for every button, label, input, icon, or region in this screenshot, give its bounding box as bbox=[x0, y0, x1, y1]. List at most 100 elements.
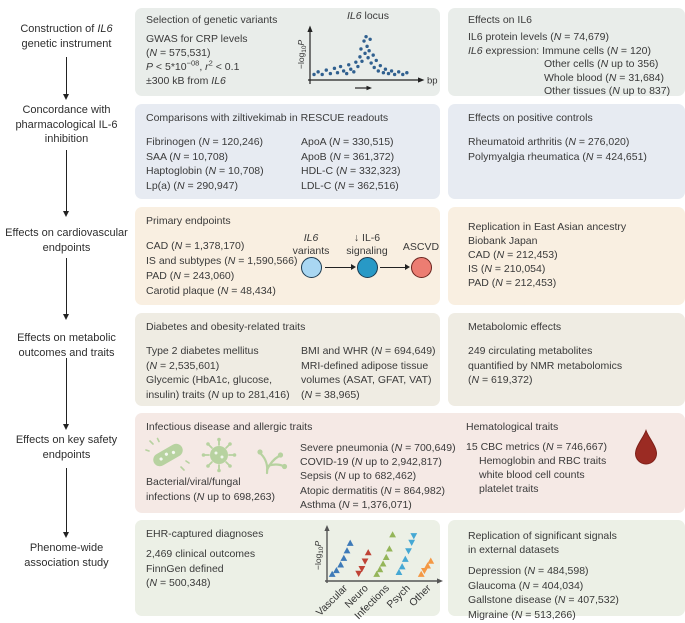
text-line: HDL-C (N = 332,323) bbox=[301, 165, 401, 178]
category-label: Psych bbox=[385, 583, 414, 611]
text-column: 249 circulating metabolites quantified by… bbox=[468, 344, 622, 388]
panel-header: Effects on IL6 bbox=[468, 14, 533, 26]
phewas-manhattan-plot: −log10P bbox=[315, 525, 443, 584]
text-line: Polymyalgia rheumatica (N = 424,651) bbox=[468, 150, 647, 163]
text-line: P < 5*10−08, r2 < 0.1 bbox=[146, 58, 240, 73]
text-line: Type 2 diabetes mellitus bbox=[146, 345, 259, 357]
flow-arrow-down-icon bbox=[62, 150, 71, 217]
text-column: 15 CBC metrics (N = 746,667) Hemoglobin a… bbox=[466, 440, 607, 496]
text-line: IS (N = 210,054) bbox=[468, 263, 546, 275]
panel-header: Replication of significant signals in ext… bbox=[468, 530, 617, 556]
panel-ziltivekimab-comparisons: Comparisons with ziltivekimab in RESCUE … bbox=[135, 104, 440, 199]
panel-header: Effects on positive controls bbox=[468, 112, 593, 124]
text-line: 2,469 clinical outcomes bbox=[146, 548, 256, 560]
svg-text:−log10P: −log10P bbox=[298, 39, 308, 69]
text-line: Glaucoma (N = 404,034) bbox=[468, 579, 584, 592]
phewas-axis-labels: Vascular Neuro Infections Psych Other bbox=[135, 520, 440, 622]
panel-header: Diabetes and obesity-related traits bbox=[146, 321, 306, 333]
text-line: Whole blood (N = 31,684) bbox=[544, 71, 664, 84]
text-line: Fibrinogen (N = 120,246) bbox=[146, 136, 264, 148]
il6-locus-scatter-plot: bp −log10P bbox=[298, 25, 438, 91]
text-column: ApoA (N = 330,515) ApoB (N = 361,372) HDL-… bbox=[301, 135, 401, 193]
text-line: infections (N up to 698,263) bbox=[146, 490, 276, 503]
text-column: Fibrinogen (N = 120,246) SAA (N = 10,708)… bbox=[146, 135, 264, 193]
text-line: Migraine (N = 513,266) bbox=[468, 608, 576, 621]
text-line: SAA (N = 10,708) bbox=[146, 150, 229, 163]
ascvd-node-icon bbox=[410, 257, 432, 278]
text-line: Replication in East Asian ancestry bbox=[468, 221, 627, 233]
text-line: Sepsis (N up to 682,462) bbox=[300, 470, 417, 483]
panel-east-asian-replication: Replication in East Asian ancestry Bioban… bbox=[448, 207, 685, 305]
text-line: IL6 expression: Immune cells (N = 120) bbox=[468, 44, 651, 57]
flow-arrow-down-icon bbox=[62, 358, 71, 430]
text-line: Bacterial/viral/fungal bbox=[146, 476, 241, 488]
text-line: Hemoglobin and RBC traits bbox=[479, 455, 607, 467]
flow-arrow-down-icon bbox=[62, 57, 71, 100]
text-line: PAD (N = 243,060) bbox=[146, 270, 235, 282]
node-label-il6-variants: IL6 variants bbox=[292, 232, 330, 257]
text-column: CAD (N = 1,378,170) IS and subtypes (N = … bbox=[146, 239, 298, 299]
panel-header: Primary endpoints bbox=[146, 215, 231, 227]
node-label-ascvd: ASCVD bbox=[402, 241, 440, 253]
node-label-il6-signaling: ↓ IL-6 signaling bbox=[346, 232, 388, 257]
panel-external-replication: Replication of significant signals in ext… bbox=[448, 520, 685, 621]
text-line: CAD (N = 212,453) bbox=[468, 249, 558, 261]
text-column: Replication in East Asian ancestry Bioban… bbox=[468, 220, 626, 290]
text-line: CAD (N = 1,378,170) bbox=[146, 240, 245, 252]
text-line: COVID-19 (N up to 2,942,817) bbox=[300, 456, 442, 469]
text-line: volumes (ASAT, GFAT, VAT) bbox=[301, 374, 432, 387]
text-line: LDL-C (N = 362,516) bbox=[301, 179, 399, 192]
text-line: platelet traits bbox=[479, 483, 539, 495]
panel-safety-endpoints: Infectious disease and allergic traits bbox=[135, 413, 685, 513]
panel-ehr-diagnoses: EHR-captured diagnoses 2,469 clinical ou… bbox=[135, 520, 443, 622]
panel-header: EHR-captured diagnoses bbox=[146, 528, 264, 540]
text-line: 249 circulating metabolites bbox=[468, 345, 593, 357]
bacteria-icon bbox=[145, 437, 190, 471]
text-column: Severe pneumonia (N = 700,649) COVID-19 (… bbox=[300, 441, 456, 512]
virus-icon bbox=[201, 437, 237, 473]
panel-positive-controls: Effects on positive controls Rheumatoid … bbox=[448, 104, 685, 199]
text-column: 2,469 clinical outcomes FinnGen defined (N… bbox=[146, 547, 255, 591]
text-line: Carotid plaque (N = 48,434) bbox=[146, 285, 276, 297]
panel-header: Infectious disease and allergic traits bbox=[146, 421, 313, 433]
text-line: Gallstone disease (N = 407,532) bbox=[468, 594, 619, 606]
text-line: ±300 kB from IL6 bbox=[146, 75, 226, 87]
text-line: ApoB (N = 361,372) bbox=[301, 150, 395, 163]
stage-label-genetic-instrument: Construction of IL6 genetic instrument bbox=[20, 23, 113, 50]
stage-label-metabolic: Effects on metabolic outcomes and traits bbox=[17, 332, 116, 359]
text-line: IL6 protein levels (N = 74,679) bbox=[468, 31, 609, 43]
text-line: (N = 2,535,601) bbox=[146, 359, 220, 372]
category-label: Other bbox=[407, 583, 434, 609]
text-line: Other cells (N up to 356) bbox=[544, 58, 659, 71]
text-line: white blood cell counts bbox=[479, 469, 585, 481]
text-line: Biobank Japan bbox=[468, 235, 538, 247]
text-line: Glycemic (HbA1c, glucose, bbox=[146, 374, 273, 387]
fungus-icon bbox=[257, 449, 288, 475]
text-line: 15 CBC metrics (N = 746,667) bbox=[466, 441, 607, 453]
text-line: ApoA (N = 330,515) bbox=[301, 136, 394, 148]
text-line: (N = 500,348) bbox=[146, 577, 211, 589]
text-line: Lp(a) (N = 290,947) bbox=[146, 179, 238, 192]
flow-arrow-down-icon bbox=[62, 258, 71, 320]
text-line: Rheumatoid arthritis (N = 276,020) bbox=[468, 136, 630, 148]
text-column: IL6 protein levels (N = 74,679) IL6 expre… bbox=[468, 31, 670, 99]
text-line: Other tissues (N up to 837) bbox=[544, 85, 671, 98]
flow-arrow-down-icon bbox=[62, 468, 71, 538]
panel-primary-endpoints: Primary endpoints CAD (N = 1,378,170) IS … bbox=[135, 207, 440, 305]
text-line: (N = 619,372) bbox=[468, 374, 533, 387]
text-column: GWAS for CRP levels (N = 575,531) P < 5*10… bbox=[146, 32, 248, 88]
locus-plot-title: IL6 locus bbox=[346, 10, 390, 22]
text-line: IS and subtypes (N = 1,590,566) bbox=[146, 255, 298, 267]
text-column: Depression (N = 484,598) Glaucoma (N = 40… bbox=[468, 564, 619, 622]
text-column: Rheumatoid arthritis (N = 276,020) Polymy… bbox=[468, 135, 647, 164]
arrow-right-icon bbox=[325, 263, 356, 272]
text-line: Asthma (N = 1,376,071) bbox=[300, 498, 412, 511]
text-line: (N = 38,965) bbox=[301, 388, 360, 401]
text-line: (N = 575,531) bbox=[146, 47, 211, 59]
il6-signaling-node-icon bbox=[356, 257, 378, 278]
text-column: BMI and WHR (N = 694,649) MRI-defined adi… bbox=[301, 344, 436, 402]
panel-effects-on-il6: Effects on IL6 IL6 protein levels (N = 7… bbox=[448, 8, 685, 99]
panel-diabetes-obesity-traits: Diabetes and obesity-related traits Type… bbox=[135, 313, 440, 406]
text-line: FinnGen defined bbox=[146, 562, 224, 575]
